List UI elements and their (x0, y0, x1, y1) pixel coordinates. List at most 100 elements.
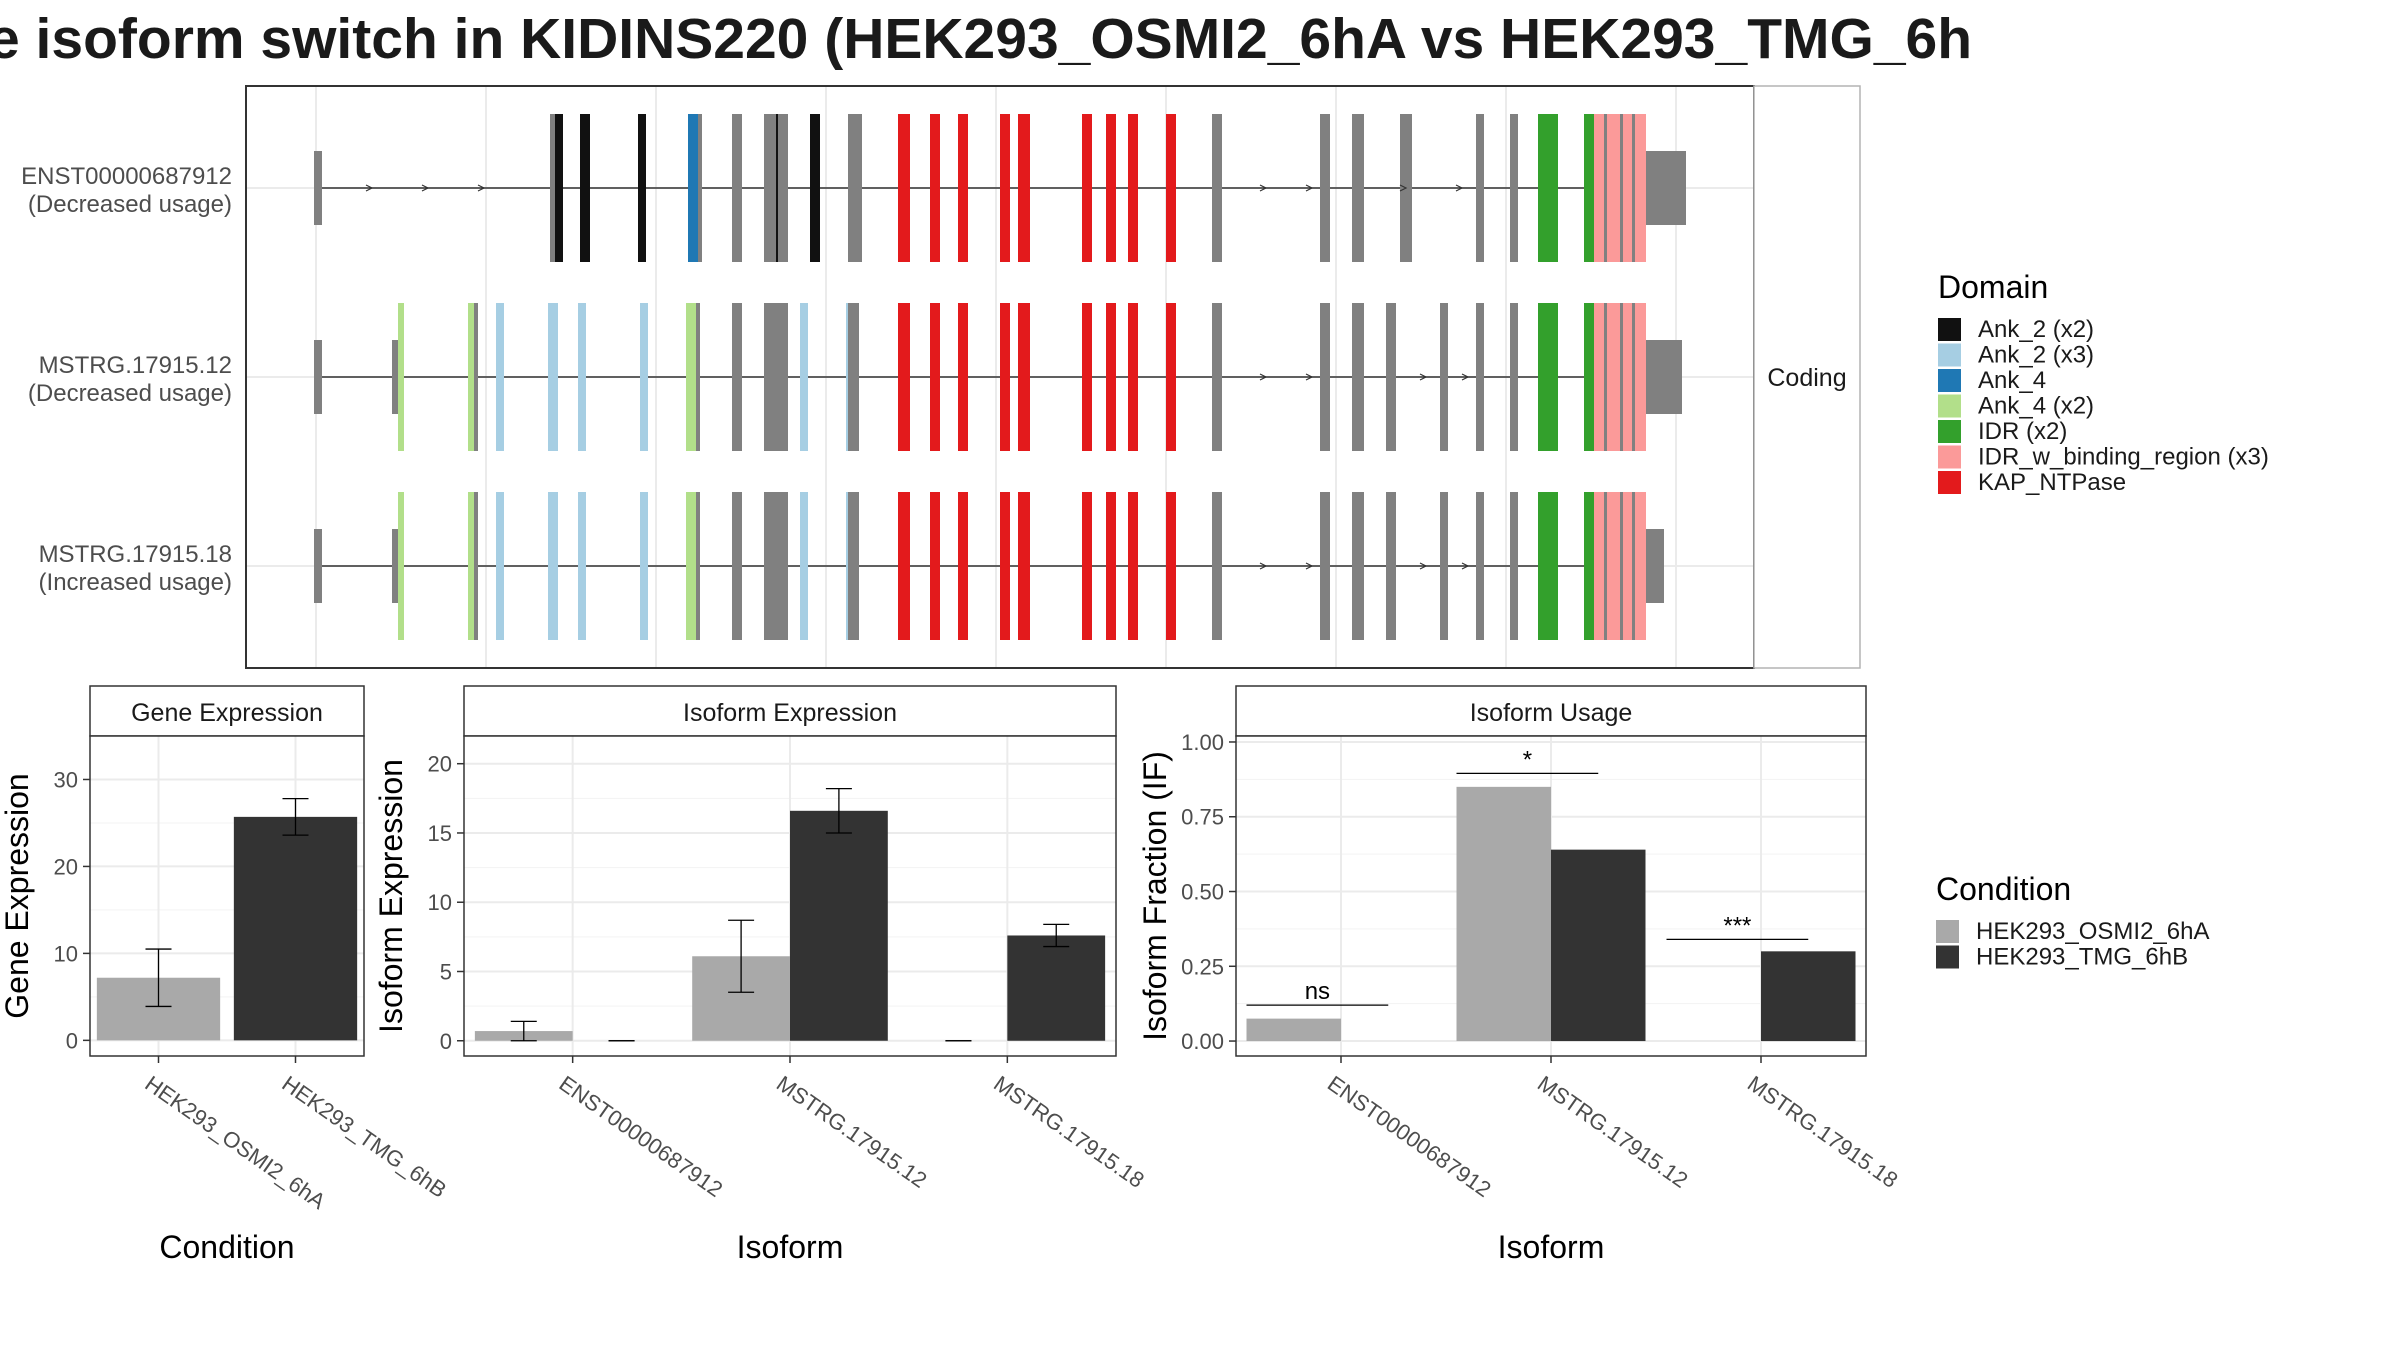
y-tick-label: 0 (440, 1029, 452, 1054)
exon (392, 529, 398, 603)
x-tick-label: ENST00000687912 (1323, 1071, 1496, 1202)
exon (810, 114, 820, 262)
exon (848, 303, 858, 451)
legend-label: HEK293_TMG_6hB (1976, 944, 2188, 971)
x-axis-title: Isoform (737, 1229, 844, 1265)
exon (468, 492, 474, 640)
exon (1584, 303, 1594, 451)
exon (778, 492, 788, 640)
legend-label: HEK293_OSMI2_6hA (1976, 918, 2209, 945)
exon (1476, 492, 1484, 640)
exon (1538, 303, 1558, 451)
isoform-structure-panel: Coding ENST00000687912(Decreased usage)M… (21, 85, 1861, 669)
exon (1320, 303, 1330, 451)
exon (930, 114, 940, 262)
legend-swatch (1938, 369, 1961, 392)
y-tick-label: 10 (428, 890, 452, 915)
strand-arrow (1259, 562, 1268, 570)
exon (1320, 492, 1330, 640)
exon (696, 492, 700, 640)
legend-swatch (1936, 945, 1959, 969)
y-axis-title: Gene Expression (0, 773, 35, 1018)
exon (1106, 492, 1116, 640)
utr-block (1646, 151, 1686, 225)
exon (314, 151, 322, 225)
exon (1212, 492, 1222, 640)
bar-panel: Isoform Usagens****0.000.250.500.751.00E… (1137, 685, 1903, 1265)
exon (1166, 492, 1176, 640)
exon (314, 529, 322, 603)
legend-swatch (1938, 394, 1961, 418)
legend-label: Ank_2 (x3) (1978, 342, 2094, 369)
strand-arrow (421, 184, 430, 192)
legend-label: KAP_NTPase (1978, 469, 2126, 496)
exon (898, 492, 910, 640)
exon (1604, 114, 1607, 262)
exon (778, 114, 788, 262)
y-tick-label: 30 (54, 767, 78, 792)
y-tick-label: 20 (54, 854, 78, 879)
bar (1007, 935, 1106, 1041)
structure-strip (1753, 85, 1861, 669)
x-tick-label: MSTRG.17915.18 (1743, 1071, 1903, 1193)
panel-strip (463, 685, 1117, 737)
exon (548, 492, 558, 640)
strand-arrow (1461, 373, 1470, 381)
y-axis-title: Isoform Fraction (IF) (1137, 751, 1173, 1041)
y-tick-label: 5 (440, 959, 452, 984)
exon (1018, 114, 1030, 262)
legend-swatch (1936, 920, 1959, 943)
exon (848, 492, 858, 640)
exon (958, 114, 968, 262)
exon (1604, 492, 1607, 640)
exon (1440, 492, 1448, 640)
exon (1320, 114, 1330, 262)
isoform-track (314, 492, 1664, 640)
strand-arrow (477, 184, 486, 192)
exon (1212, 303, 1222, 451)
exon (1620, 492, 1623, 640)
isoform-usage-note: (Decreased usage) (28, 380, 232, 407)
exon (474, 492, 478, 640)
exon (638, 114, 646, 262)
exon (930, 303, 940, 451)
exon (764, 303, 776, 451)
exon (555, 114, 563, 262)
y-tick-label: 10 (54, 941, 78, 966)
exon (1352, 492, 1364, 640)
y-tick-label: 0.25 (1181, 954, 1224, 979)
exon (578, 303, 586, 451)
exon (1212, 114, 1222, 262)
isoform-usage-note: (Decreased usage) (28, 191, 232, 218)
exon (1106, 303, 1116, 451)
exon (732, 492, 742, 640)
exon (800, 492, 808, 640)
isoform-name: ENST00000687912 (21, 163, 232, 190)
y-tick-label: 0.50 (1181, 880, 1224, 905)
y-axis-title: Isoform Expression (373, 759, 409, 1033)
bar (790, 810, 888, 1041)
exon (1538, 492, 1558, 640)
bar-panels: Gene Expression0102030HEK293_OSMI2_6hAHE… (0, 685, 1903, 1265)
exon (474, 303, 478, 451)
exon (1632, 303, 1635, 451)
structure-strip-label: Coding (1767, 364, 1846, 392)
strand-arrow (1419, 373, 1428, 381)
panel-strip (89, 685, 365, 737)
exon (1604, 303, 1607, 451)
significance-label: ns (1305, 978, 1330, 1005)
exon (696, 303, 700, 451)
exon (1620, 303, 1623, 451)
x-tick-label: MSTRG.17915.18 (989, 1071, 1149, 1193)
exon (1082, 114, 1092, 262)
legend-label: Ank_2 (x2) (1978, 316, 2094, 343)
exon (1386, 492, 1396, 640)
bar (1761, 951, 1856, 1042)
legend-swatch (1938, 445, 1961, 469)
exon (958, 303, 968, 451)
exon (1476, 303, 1484, 451)
isoform-labels: ENST00000687912(Decreased usage)MSTRG.17… (21, 163, 232, 596)
exon (1510, 303, 1518, 451)
